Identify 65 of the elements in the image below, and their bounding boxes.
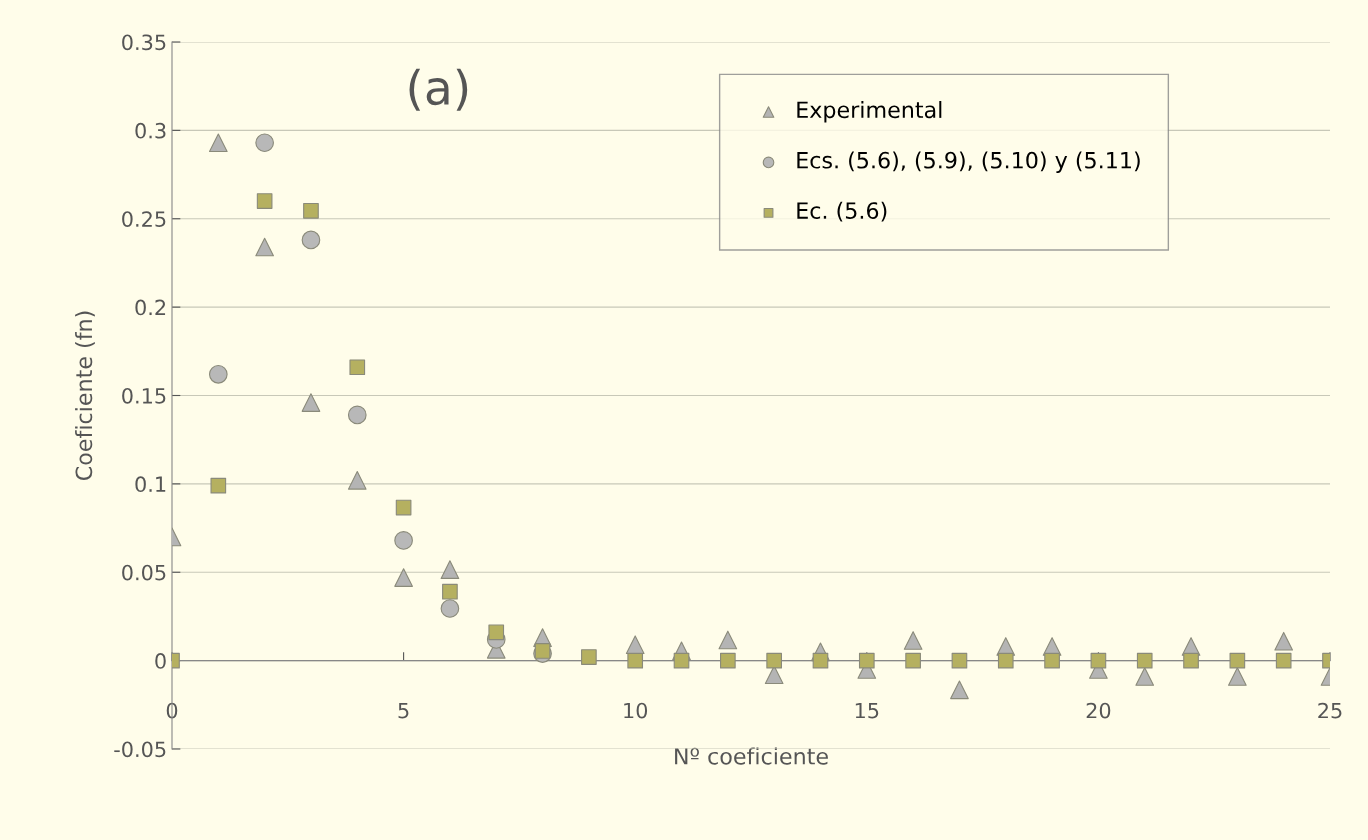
point [208, 133, 228, 153]
point [625, 635, 645, 655]
point [951, 652, 968, 669]
annotation: (a) [409, 68, 468, 111]
x-tick-label: 0 [166, 702, 178, 719]
point [764, 665, 784, 685]
point [1044, 652, 1060, 669]
point [1229, 652, 1246, 669]
y-tick-label: 0.25 [122, 211, 166, 227]
legend-label: Ec. (5.6) [797, 201, 887, 222]
y-tick-label: 0.2 [135, 299, 166, 316]
point [1136, 652, 1153, 669]
point [347, 405, 367, 425]
point [720, 652, 736, 669]
point [997, 652, 1014, 669]
point [303, 202, 319, 219]
point [394, 568, 413, 587]
point [1135, 667, 1155, 686]
y-axis-title: Coeficiente (fn) [75, 311, 95, 481]
point [903, 631, 923, 650]
point [1275, 652, 1292, 669]
y-tick-label: 0.3 [135, 122, 166, 139]
y-tick-label: 0.05 [122, 564, 166, 581]
x-axis-title: Nº coeficiente [675, 747, 828, 765]
point [255, 133, 274, 153]
point [488, 624, 505, 641]
point [581, 649, 597, 665]
point [627, 652, 644, 669]
y-tick-label: 0 [155, 653, 166, 669]
x-tick-label: 20 [1086, 702, 1111, 719]
point [210, 477, 227, 494]
point [766, 652, 782, 669]
point [442, 583, 458, 600]
point [208, 364, 228, 384]
point [950, 680, 969, 700]
point [1228, 667, 1247, 686]
point [395, 499, 412, 516]
legend-label: Experimental [797, 100, 942, 123]
point [858, 652, 875, 669]
y-tick-label: 0.35 [122, 34, 166, 51]
point [256, 193, 273, 209]
point [534, 643, 551, 659]
x-tick-label: 25 [1318, 702, 1342, 719]
point [440, 560, 460, 579]
y-tick-label: 0.15 [122, 387, 166, 404]
point [1183, 652, 1199, 669]
point [255, 237, 274, 257]
point [673, 652, 690, 669]
point [440, 599, 460, 618]
x-tick-label: 5 [398, 702, 409, 719]
y-tick-label: 0.1 [135, 476, 166, 493]
point [301, 393, 321, 412]
point [1090, 652, 1107, 669]
point [718, 630, 738, 650]
point [394, 531, 413, 550]
point [812, 652, 829, 669]
point [905, 652, 921, 669]
point [347, 471, 367, 490]
point [1274, 631, 1294, 651]
legend-label: Ecs. (5.6), (5.9), (5.10) y (5.11) [797, 151, 1140, 173]
x-tick-label: 15 [855, 702, 879, 719]
x-tick-label: 10 [624, 702, 648, 719]
y-tick-label: -0.05 [114, 741, 166, 758]
point [349, 359, 366, 376]
point [301, 230, 321, 250]
